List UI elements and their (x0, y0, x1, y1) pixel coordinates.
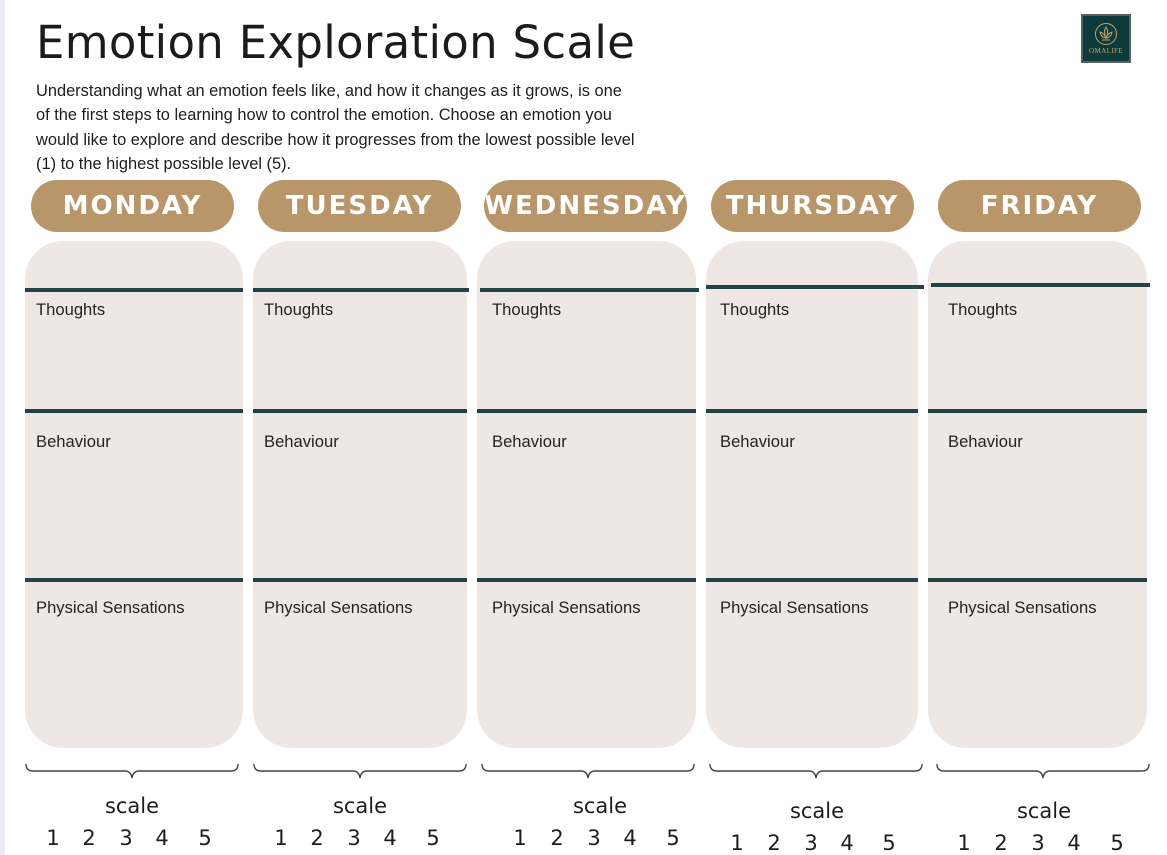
divider-behaviour (253, 409, 467, 413)
divider-physical (928, 578, 1147, 582)
scale-number: 4 (155, 826, 169, 850)
divider-thoughts (480, 288, 699, 292)
label-thoughts: Thoughts (36, 300, 106, 319)
label-physical-sensations: Physical Sensations (264, 598, 413, 617)
day-header-thursday: THURSDAY (711, 180, 914, 232)
logo: OMALIFE (1081, 14, 1131, 63)
label-thoughts: Thoughts (720, 300, 790, 319)
day-column-monday (25, 241, 243, 748)
scale-number: 2 (310, 826, 324, 850)
scale-number: 4 (623, 826, 637, 850)
label-physical-sensations: Physical Sensations (492, 598, 641, 617)
day-column-tuesday (253, 241, 467, 748)
scale-number: 4 (383, 826, 397, 850)
scale-number: 3 (804, 831, 818, 855)
scale-brace (253, 763, 467, 779)
divider-thoughts (253, 288, 469, 292)
day-column-wednesday (477, 241, 696, 748)
scale-brace (709, 763, 923, 779)
label-behaviour: Behaviour (264, 432, 339, 451)
scale-label: scale (104, 794, 160, 818)
divider-thoughts (706, 285, 924, 289)
scale-number: 3 (119, 826, 133, 850)
day-header-tuesday: TUESDAY (258, 180, 461, 232)
divider-thoughts (25, 288, 243, 292)
scale-number: 5 (1110, 831, 1124, 855)
page-edge (0, 0, 5, 855)
day-column-thursday (706, 241, 918, 748)
scale-brace (481, 763, 695, 779)
scale-number: 3 (347, 826, 361, 850)
scale-brace (936, 763, 1150, 779)
scale-number: 1 (513, 826, 527, 850)
scale-number: 5 (882, 831, 896, 855)
logo-text: OMALIFE (1089, 47, 1123, 55)
day-header-wednesday: WEDNESDAY (484, 180, 687, 232)
scale-number: 1 (730, 831, 744, 855)
label-behaviour: Behaviour (36, 432, 111, 451)
divider-thoughts (931, 283, 1150, 287)
scale-number: 2 (994, 831, 1008, 855)
scale-number: 3 (1031, 831, 1045, 855)
page-title: Emotion Exploration Scale (36, 16, 636, 69)
scale-label: scale (789, 799, 845, 823)
scale-number: 5 (426, 826, 440, 850)
divider-behaviour (25, 409, 243, 413)
divider-physical (25, 578, 243, 582)
label-physical-sensations: Physical Sensations (36, 598, 185, 617)
scale-number: 5 (666, 826, 680, 850)
day-header-monday: MONDAY (31, 180, 234, 232)
scale-number: 3 (587, 826, 601, 850)
label-physical-sensations: Physical Sensations (948, 598, 1097, 617)
scale-number: 1 (46, 826, 60, 850)
label-behaviour: Behaviour (948, 432, 1023, 451)
divider-behaviour (928, 409, 1147, 413)
scale-number: 4 (840, 831, 854, 855)
divider-behaviour (477, 409, 696, 413)
day-column-friday (928, 241, 1147, 748)
scale-brace (25, 763, 239, 779)
scale-number: 2 (767, 831, 781, 855)
scale-number: 4 (1067, 831, 1081, 855)
label-behaviour: Behaviour (720, 432, 795, 451)
scale-number: 2 (550, 826, 564, 850)
label-behaviour: Behaviour (492, 432, 567, 451)
scale-number: 2 (82, 826, 96, 850)
divider-physical (477, 578, 696, 582)
scale-label: scale (332, 794, 388, 818)
label-thoughts: Thoughts (948, 300, 1018, 319)
divider-physical (253, 578, 467, 582)
divider-physical (706, 578, 918, 582)
scale-number: 5 (198, 826, 212, 850)
scale-number: 1 (957, 831, 971, 855)
label-thoughts: Thoughts (264, 300, 334, 319)
day-header-friday: FRIDAY (938, 180, 1141, 232)
divider-behaviour (706, 409, 918, 413)
label-physical-sensations: Physical Sensations (720, 598, 869, 617)
scale-number: 1 (274, 826, 288, 850)
scale-label: scale (572, 794, 628, 818)
scale-label: scale (1016, 799, 1072, 823)
intro-text: Understanding what an emotion feels like… (36, 82, 635, 173)
label-thoughts: Thoughts (492, 300, 562, 319)
lotus-icon (1095, 23, 1117, 45)
